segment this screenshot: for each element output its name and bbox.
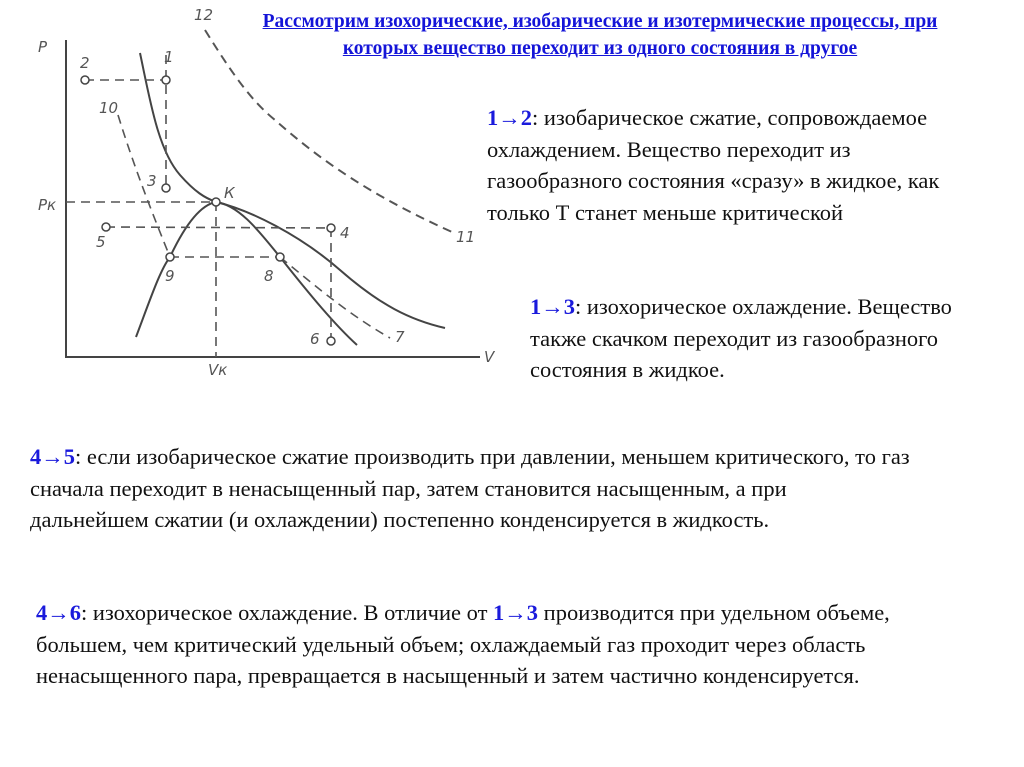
label-7: 7 bbox=[395, 328, 405, 346]
pv-diagram: P V Pк Vк К 1 2 3 4 5 6 7 8 9 10 11 12 bbox=[38, 6, 496, 379]
label-8: 8 bbox=[264, 267, 274, 285]
label-10: 10 bbox=[99, 99, 118, 117]
v-axis-label: V bbox=[484, 348, 496, 366]
label-12: 12 bbox=[194, 6, 213, 24]
isobar-4-5 bbox=[105, 226, 332, 229]
p-axis-label: P bbox=[38, 38, 48, 56]
paragraph-text: производится при удельном объеме, больше… bbox=[36, 600, 890, 688]
label-5: 5 bbox=[96, 233, 106, 251]
curve-12-11 bbox=[204, 29, 453, 233]
p-axis bbox=[65, 40, 480, 358]
slide-title: Рассмотрим изохорические, изобарические … bbox=[262, 11, 938, 59]
process-label: 1→3 bbox=[530, 294, 575, 319]
paragraph-text: : если изобарическое сжатие производить … bbox=[30, 444, 910, 532]
curve-10 bbox=[117, 114, 171, 258]
paragraph-4-5: 4→5: если изобарическое сжатие производи… bbox=[30, 441, 910, 536]
label-1: 1 bbox=[164, 48, 174, 66]
label-11: 11 bbox=[456, 228, 475, 246]
process-label-ref: 1→3 bbox=[493, 600, 539, 625]
paragraph-text: : изохорическое охлаждение. В отличие от bbox=[81, 600, 494, 625]
critical-point-label: К bbox=[224, 184, 236, 202]
paragraph-text: : изобарическое сжатие, сопровождаемое о… bbox=[487, 105, 940, 225]
label-9: 9 bbox=[165, 267, 175, 285]
paragraph-1-2: 1→2: изобарическое сжатие, сопровождаемо… bbox=[487, 102, 987, 228]
label-6: 6 bbox=[310, 330, 320, 348]
paragraph-4-6: 4→6: изохорическое охлаждение. В отличие… bbox=[36, 597, 986, 692]
process-label: 1→2 bbox=[487, 105, 532, 130]
curve-7 bbox=[279, 256, 391, 339]
pk-label: Pк bbox=[38, 196, 56, 214]
process-label: 4→5 bbox=[30, 444, 75, 469]
label-2: 2 bbox=[80, 54, 90, 72]
label-3: 3 bbox=[147, 172, 157, 190]
process-label: 4→6 bbox=[36, 600, 81, 625]
label-4: 4 bbox=[340, 224, 350, 242]
critical-isotherm bbox=[139, 52, 446, 329]
vk-label: Vк bbox=[208, 361, 227, 379]
paragraph-1-3: 1→3: изохорическое охлаждение. Вещество … bbox=[530, 291, 1010, 386]
paragraph-text: : изохорическое охлаждение. Вещество так… bbox=[530, 294, 952, 382]
